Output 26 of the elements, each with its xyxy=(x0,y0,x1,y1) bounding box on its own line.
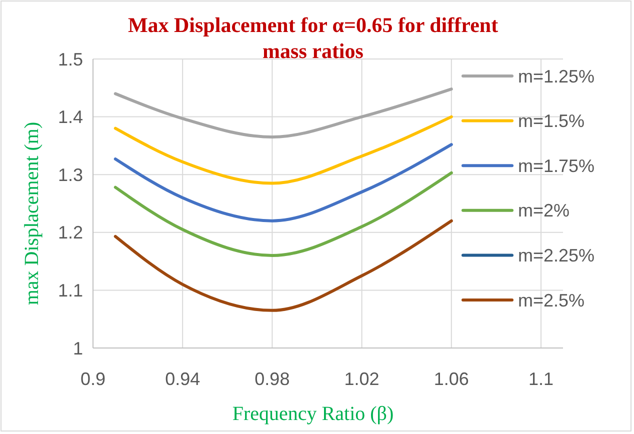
y-tick-label: 1.2 xyxy=(58,222,83,243)
x-axis-title: Frequency Ratio (β) xyxy=(232,403,394,425)
y-tick-label: 1 xyxy=(72,338,83,358)
chart-title: Max Displacement for α=0.65 for diffrent mass ratios xyxy=(128,13,498,63)
line-series xyxy=(114,143,453,222)
x-tick-label: 0.9 xyxy=(80,369,106,389)
line-series xyxy=(114,219,453,312)
legend-label: m=1.5% xyxy=(518,111,585,132)
x-tick-label: 1.02 xyxy=(344,369,380,389)
line-series xyxy=(114,88,453,139)
legend-label: m=2.5% xyxy=(518,290,585,310)
legend-label: m=1.25% xyxy=(518,66,595,86)
y-tick-label: 1.5 xyxy=(58,49,83,70)
x-tick-label: 0.94 xyxy=(165,369,200,389)
line-series xyxy=(114,115,453,185)
legend-label: m=2.25% xyxy=(518,246,595,266)
legend-label: m=1.75% xyxy=(518,156,595,176)
legend-label: m=2% xyxy=(518,200,570,221)
x-tick-label: 0.98 xyxy=(254,369,290,389)
x-tick-label: 1.06 xyxy=(434,369,469,389)
line-series xyxy=(114,171,453,258)
y-tick-label: 1.4 xyxy=(58,107,83,128)
x-tick-label: 1.1 xyxy=(528,369,554,389)
y-tick-label: 1.1 xyxy=(58,280,83,300)
y-tick-label: 1.3 xyxy=(58,164,83,185)
y-axis-title: max Displacement (m) xyxy=(21,122,43,306)
